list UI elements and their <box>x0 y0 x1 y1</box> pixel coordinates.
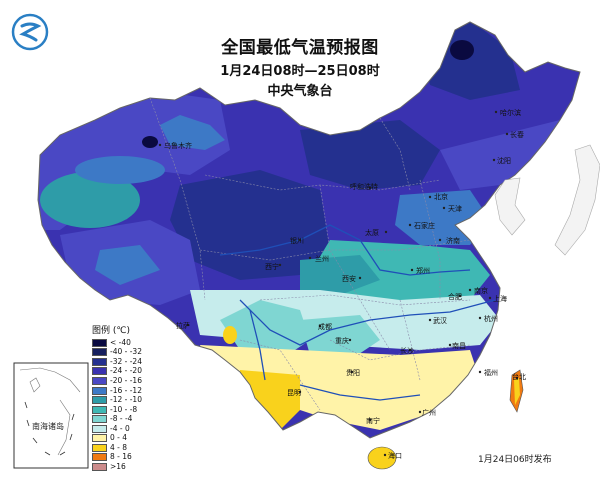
taiwan-inner <box>514 378 520 405</box>
city-label: 成都 <box>318 323 332 331</box>
city-label: 南京 <box>474 287 488 295</box>
rivers <box>219 224 496 401</box>
province-borders <box>149 97 471 411</box>
legend-label: >16 <box>110 461 126 471</box>
city-label: 银川 <box>290 237 304 245</box>
legend-title: 图例 (℃) <box>92 326 130 336</box>
city-label: 昆明 <box>287 389 301 397</box>
inset-label: 南海诸岛 <box>32 422 64 431</box>
city-label: 哈尔滨 <box>500 109 521 117</box>
city-label: 长春 <box>510 131 524 139</box>
city-label: 郑州 <box>416 267 430 275</box>
city-label: 沈阳 <box>497 157 511 165</box>
legend-item: -20 - -16 <box>92 376 152 386</box>
legend-item: -8 - -4 <box>92 414 152 424</box>
legend-swatch <box>92 415 107 424</box>
city-label: 福州 <box>484 369 498 377</box>
legend-swatch <box>92 376 107 385</box>
legend-label: -24 - -20 <box>110 366 142 376</box>
legend-swatch <box>92 424 107 433</box>
south-sea-inset <box>13 362 89 469</box>
city-label: 长沙 <box>400 347 414 355</box>
legend-swatch <box>92 453 107 462</box>
map-title: 全国最低气温预报图 <box>221 38 379 58</box>
legend-label: 4 - 8 <box>110 442 128 452</box>
legend-item: -10 - -8 <box>92 405 152 415</box>
forecast-period: 1月24日08时—25日08时 <box>220 64 380 79</box>
japan-land <box>554 144 600 256</box>
country-border <box>37 21 581 439</box>
city-label: 乌鲁木齐 <box>164 142 192 150</box>
legend-item: -12 - -10 <box>92 395 152 405</box>
city-label: 太原 <box>365 229 379 237</box>
legend-label: -32 - -24 <box>110 356 142 366</box>
legend: 图例 (℃) < -40 -40 - -32 -32 - -24 -24 - -20-… <box>92 325 152 472</box>
nine-dash-line <box>24 401 75 456</box>
issuer: 中央气象台 <box>267 84 333 99</box>
legend-item: -4 - 0 <box>92 424 152 434</box>
legend-label: -8 - -4 <box>110 414 133 424</box>
legend-item: >16 <box>92 462 152 472</box>
city-label: 台北 <box>512 373 526 381</box>
release-time: 1月24日06时发布 <box>478 455 552 465</box>
city-label: 南宁 <box>366 417 380 425</box>
city-label: 济南 <box>446 237 460 245</box>
legend-label: -4 - 0 <box>110 423 130 433</box>
city-label: 海口 <box>388 452 402 460</box>
city-label: 杭州 <box>484 315 498 323</box>
hainan-island <box>367 446 397 470</box>
legend-label: 8 - 16 <box>110 452 132 462</box>
city-label: 武汉 <box>433 317 447 325</box>
legend-item: -16 - -12 <box>92 386 152 396</box>
city-label: 南昌 <box>452 342 466 350</box>
city-label: 拉萨 <box>176 322 190 330</box>
city-label: 天津 <box>448 205 462 213</box>
city-label: 北京 <box>434 193 448 201</box>
legend-item: < -40 <box>92 338 152 348</box>
inset-coast <box>19 367 81 456</box>
legend-swatch <box>92 386 107 395</box>
legend-label: -12 - -10 <box>110 395 142 405</box>
legend-swatch <box>92 462 107 471</box>
legend-item: -32 - -24 <box>92 357 152 367</box>
legend-swatch <box>92 443 107 452</box>
city-label: 重庆 <box>335 337 349 345</box>
legend-label: < -40 <box>110 337 131 347</box>
city-label: 广州 <box>422 409 436 417</box>
legend-swatch <box>92 434 107 443</box>
city-label: 西安 <box>342 275 356 283</box>
legend-swatch <box>92 405 107 414</box>
city-label: 呼和浩特 <box>350 183 378 191</box>
legend-swatch <box>92 348 107 357</box>
legend-swatch <box>92 338 107 347</box>
city-label: 合肥 <box>448 293 462 301</box>
legend-label: 0 - 4 <box>110 433 128 443</box>
legend-item: -24 - -20 <box>92 367 152 377</box>
city-label: 石家庄 <box>414 222 435 230</box>
legend-rows: < -40 -40 - -32 -32 - -24 -24 - -20 -20 - -1… <box>92 338 152 472</box>
legend-item: 8 - 16 <box>92 453 152 463</box>
legend-swatch <box>92 396 107 405</box>
legend-label: -20 - -16 <box>110 375 142 385</box>
legend-item: 4 - 8 <box>92 443 152 453</box>
legend-label: -10 - -8 <box>110 404 138 414</box>
cma-logo-icon <box>11 13 49 51</box>
korea-land <box>494 177 526 236</box>
city-label: 西宁 <box>265 263 279 271</box>
city-label: 上海 <box>493 295 507 303</box>
legend-swatch <box>92 357 107 366</box>
legend-item: -40 - -32 <box>92 348 152 358</box>
city-markers <box>158 110 519 457</box>
legend-swatch <box>92 367 107 376</box>
legend-label: -16 - -12 <box>110 385 142 395</box>
city-label: 兰州 <box>315 255 329 263</box>
legend-item: 0 - 4 <box>92 433 152 443</box>
legend-label: -40 - -32 <box>110 347 142 357</box>
city-label: 贵阳 <box>346 369 360 377</box>
